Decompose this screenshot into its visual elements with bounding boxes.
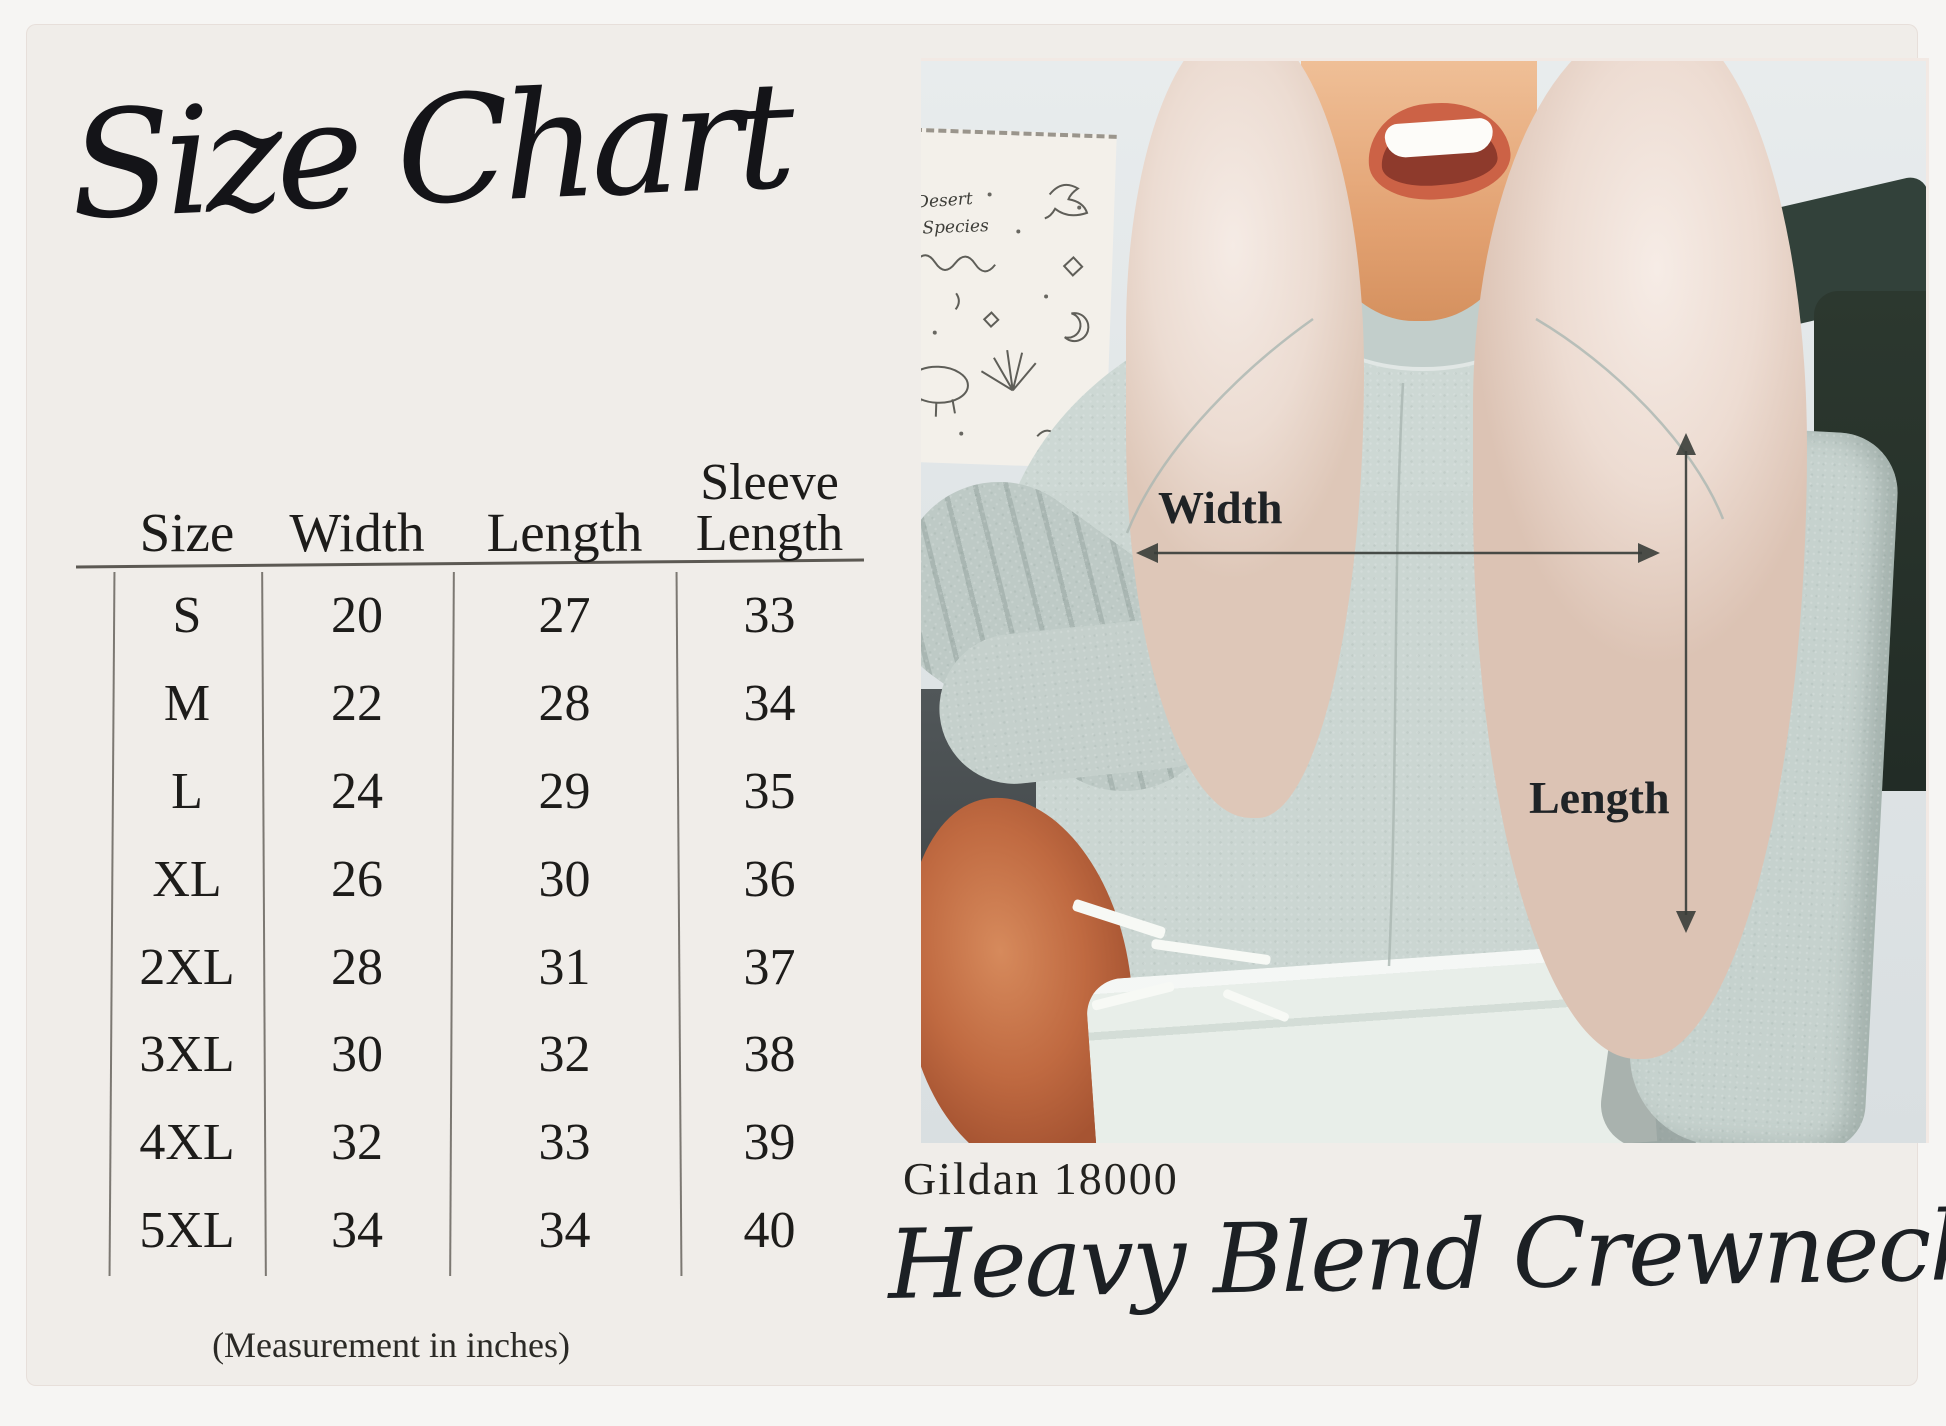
cell-size: 4XL	[139, 1114, 235, 1172]
product-photo: Desert Species	[921, 58, 1929, 1143]
boho-tapestry: Desert Species	[921, 127, 1117, 469]
cell-length: 28	[538, 675, 591, 733]
cell-length: 33	[538, 1114, 591, 1172]
cell-sleeve-length: 40	[743, 1201, 796, 1259]
cell-sleeve-length: 37	[743, 938, 796, 996]
measurement-arrows-overlay	[1125, 317, 1725, 967]
size-table-body: S 20 27 33 M 22 28 34 L 24 29 35 XL 26	[111, 572, 861, 1274]
cell-length: 31	[538, 938, 591, 996]
cell-length: 32	[538, 1026, 591, 1084]
cell-sleeve-length: 33	[743, 587, 796, 645]
blonde-hair-left	[1126, 61, 1364, 818]
cell-length: 29	[538, 762, 591, 820]
size-chart-title: Size Chart	[66, 49, 792, 253]
table-row: L 24 29 35	[111, 748, 861, 836]
cell-size: 3XL	[139, 1026, 235, 1084]
column-header-length: Length	[486, 502, 643, 563]
cell-width: 20	[331, 587, 383, 645]
cell-sleeve-length: 39	[743, 1114, 796, 1172]
table-row: 2XL 28 31 37	[111, 923, 861, 1011]
measurement-units-footnote: (Measurement in inches)	[212, 1325, 570, 1365]
table-row: 3XL 30 32 38	[111, 1011, 861, 1099]
width-label: Width	[1158, 482, 1283, 533]
cell-sleeve-length: 38	[743, 1026, 796, 1084]
table-row: M 22 28 34	[111, 660, 861, 748]
length-label: Length	[1529, 772, 1670, 823]
cell-length: 27	[538, 587, 591, 645]
cell-width: 24	[331, 762, 383, 820]
cell-size: XL	[152, 850, 222, 908]
table-row: 4XL 32 33 39	[111, 1099, 861, 1187]
cell-size: 2XL	[139, 938, 235, 996]
cell-size: M	[163, 675, 211, 733]
table-row: 5XL 34 34 40	[111, 1187, 861, 1275]
table-row: S 20 27 33	[111, 572, 861, 660]
cell-sleeve-length: 35	[743, 762, 796, 820]
cell-width: 26	[331, 850, 383, 908]
cell-length: 34	[538, 1201, 591, 1259]
cell-width: 32	[331, 1114, 383, 1172]
tapestry-doodles-illustration	[921, 183, 1090, 438]
product-name-script: Heavy Blend Crewneck	[887, 1189, 1946, 1321]
cell-width: 34	[331, 1201, 383, 1259]
column-header-sleeve-length: Sleeve Length	[695, 454, 844, 563]
cell-sleeve-length: 34	[743, 675, 796, 733]
cell-length: 30	[538, 850, 591, 908]
column-header-size: Size	[139, 502, 235, 563]
cell-size: S	[172, 587, 202, 645]
cell-width: 30	[331, 1026, 383, 1084]
cell-width: 28	[331, 938, 383, 996]
table-row: XL 26 30 36	[111, 835, 861, 923]
cell-sleeve-length: 36	[743, 850, 796, 908]
cell-size: L	[171, 762, 203, 820]
size-chart-card: Size Chart Size Width Length Sleeve Leng…	[26, 24, 1946, 1386]
column-header-width: Width	[289, 502, 425, 563]
product-model-text: Gildan 18000	[903, 1153, 1179, 1204]
size-table-header: Size Width Length Sleeve Length	[111, 442, 861, 566]
cell-size: 5XL	[139, 1201, 235, 1259]
cell-width: 22	[331, 675, 383, 733]
